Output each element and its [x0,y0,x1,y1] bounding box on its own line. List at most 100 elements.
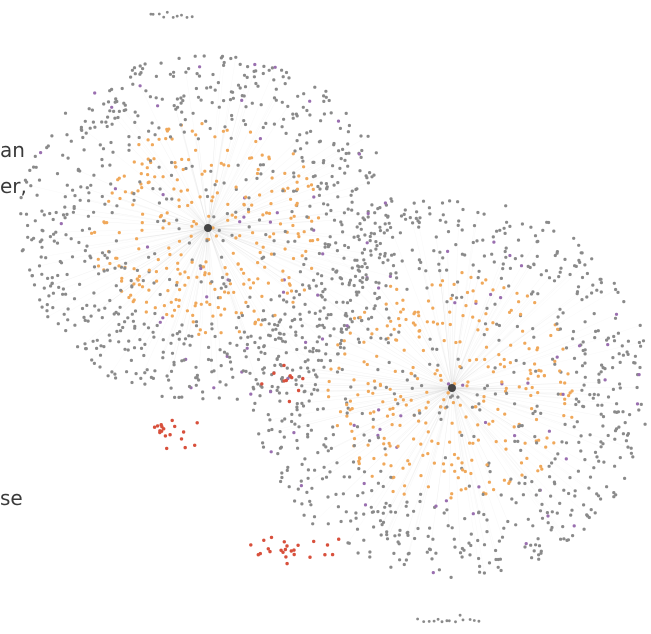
graph-node [167,222,171,226]
graph-edge [451,387,490,464]
graph-node [297,235,301,239]
graph-node [277,320,281,324]
graph-node [161,226,165,230]
graph-edge [129,144,209,229]
graph-node [243,349,247,353]
graph-node [458,403,462,407]
graph-node [99,344,103,348]
graph-node [460,271,464,275]
graph-node [146,173,150,177]
graph-node [341,147,345,151]
graph-node [346,207,350,211]
graph-node [285,391,289,395]
graph-node [559,380,563,384]
graph-node [406,533,410,538]
graph-node [72,297,77,301]
graph-edge [207,227,333,280]
graph-edge [133,227,209,285]
graph-node [504,204,508,208]
graph-node [285,468,289,472]
graph-edge [207,150,339,229]
graph-edge [207,97,275,229]
graph-node [63,205,67,209]
graph-node [172,308,177,312]
graph-node [137,143,141,147]
graph-node [93,91,97,95]
graph-node [594,329,598,333]
graph-node [384,302,388,306]
graph-node [71,210,75,214]
graph-node [201,265,206,269]
graph-node [282,298,286,302]
graph-node [177,204,181,209]
graph-node [452,537,456,541]
graph-node [299,317,303,321]
graph-node [463,253,467,257]
graph-node [50,281,54,286]
graph-node [86,319,90,323]
graph-node [421,348,425,353]
graph-node [308,99,312,103]
graph-node [597,459,601,463]
graph-node [442,398,446,402]
graph-edge [298,387,453,428]
graph-edge [275,329,453,389]
graph-node [230,367,234,371]
graph-edge [406,387,453,561]
graph-node [582,527,586,531]
graph-edge [451,387,497,560]
graph-node [283,229,287,234]
graph-node [300,254,304,258]
graph-node [588,433,592,437]
graph-node [299,484,303,488]
graph-edge [373,387,453,512]
graph-node [537,438,541,442]
graph-node [570,389,574,393]
graph-node [404,504,408,508]
graph-node [468,618,472,621]
graph-node [296,232,300,236]
graph-node [238,62,242,66]
graph-edge [451,387,604,417]
graph-node [476,328,480,332]
graph-node [453,301,457,305]
graph-node [172,104,176,108]
graph-edge [207,227,336,273]
graph-node [347,541,351,545]
graph-edge [451,382,565,389]
graph-node [578,260,582,264]
graph-node [177,239,182,243]
graph-node [582,503,586,507]
graph-edge [207,227,299,234]
graph-node [507,310,512,314]
graph-node [539,273,543,277]
graph-node [291,116,295,120]
graph-node [300,384,304,388]
graph-node [284,555,288,559]
graph-node [456,223,460,227]
graph-node [145,166,149,170]
graph-edge [451,387,583,407]
graph-node [182,342,186,346]
graph-node [449,297,453,301]
graph-node [300,155,304,160]
graph-node [391,264,396,268]
graph-node [44,256,48,260]
graph-node [55,241,60,245]
graph-node [372,456,376,461]
graph-node [238,220,242,224]
graph-node [167,246,171,250]
graph-node [110,122,114,126]
graph-node [351,460,356,464]
graph-node [66,318,70,322]
graph-node [180,395,184,399]
graph-node [196,137,200,141]
graph-node [329,446,333,450]
graph-node [140,285,145,289]
graph-node [285,544,289,548]
graph-node [51,291,56,295]
graph-node [368,234,372,239]
graph-node [431,571,435,575]
graph-node [89,183,93,187]
graph-edge [451,266,577,389]
